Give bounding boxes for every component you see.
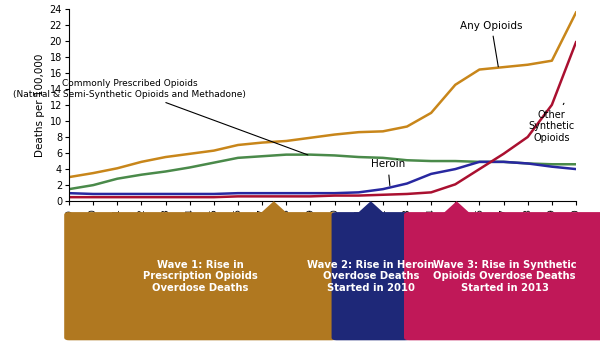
Text: Other
Synthetic
Opioids: Other Synthetic Opioids — [529, 103, 575, 143]
Text: Wave 1: Rise in
Prescription Opioids
Overdose Deaths: Wave 1: Rise in Prescription Opioids Ove… — [143, 260, 257, 293]
Y-axis label: Deaths per 100,000: Deaths per 100,000 — [35, 53, 46, 157]
Text: Any Opioids: Any Opioids — [460, 20, 523, 67]
Text: Commonly Prescribed Opioids
(Natural & Semi-Synthetic Opioids and Methadone): Commonly Prescribed Opioids (Natural & S… — [13, 79, 308, 155]
Text: Heroin: Heroin — [371, 160, 405, 186]
Text: Wave 2: Rise in Heroin
Overdose Deaths
Started in 2010: Wave 2: Rise in Heroin Overdose Deaths S… — [307, 260, 434, 293]
Text: Wave 3: Rise in Synthetic
Opioids Overdose Deaths
Started in 2013: Wave 3: Rise in Synthetic Opioids Overdo… — [433, 260, 576, 293]
